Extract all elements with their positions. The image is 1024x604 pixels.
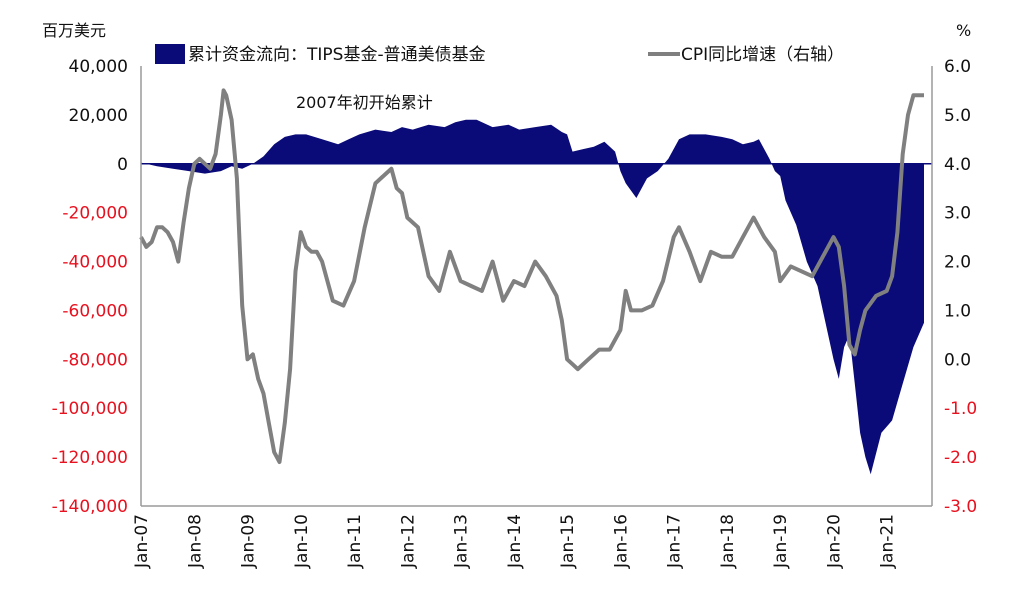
right-tick-label: -1.0 bbox=[944, 399, 977, 419]
right-tick-label: 0.0 bbox=[944, 350, 971, 370]
x-tick-label: Jan-12 bbox=[398, 514, 418, 569]
x-tick-label: Jan-10 bbox=[292, 514, 312, 569]
x-tick-label: Jan-08 bbox=[185, 514, 205, 569]
left-tick-label: -140,000 bbox=[52, 497, 128, 517]
left-tick-labels: 40,000 20,000 0 -20,000 -40,000 -60,000 -80,00… bbox=[52, 57, 128, 517]
left-tick-label: 40,000 bbox=[69, 57, 128, 77]
left-tick-label: -40,000 bbox=[62, 253, 128, 273]
x-tick-label: Jan-15 bbox=[558, 514, 578, 569]
legend-label-flow: 累计资金流向：TIPS基金-普通美债基金 bbox=[188, 45, 486, 65]
x-tick-label: Jan-16 bbox=[611, 514, 631, 569]
x-tick-label: Jan-13 bbox=[452, 514, 472, 569]
annotation: 2007年初开始累计 bbox=[296, 93, 433, 112]
x-tick-label: Jan-20 bbox=[825, 514, 845, 569]
right-tick-label: -3.0 bbox=[944, 497, 977, 517]
left-tick-label: -120,000 bbox=[52, 448, 128, 468]
left-tick-label: -20,000 bbox=[62, 204, 128, 224]
right-tick-label: 5.0 bbox=[944, 106, 971, 126]
right-tick-label: 1.0 bbox=[944, 301, 971, 321]
x-tick-label: Jan-19 bbox=[771, 514, 791, 569]
left-tick-label: -60,000 bbox=[62, 301, 128, 321]
x-tick-label: Jan-18 bbox=[718, 514, 738, 569]
left-tick-label: -100,000 bbox=[52, 399, 128, 419]
right-tick-label: 4.0 bbox=[944, 155, 971, 175]
x-tick-label: Jan-14 bbox=[505, 514, 525, 569]
left-tick-label: 20,000 bbox=[69, 106, 128, 126]
left-axis-unit: 百万美元 bbox=[42, 21, 106, 40]
x-tick-labels: Jan-07 Jan-08 Jan-09 Jan-10 Jan-11 Jan-12 Jan-… bbox=[132, 514, 898, 569]
right-axis-unit: % bbox=[956, 21, 971, 40]
x-tick-label: Jan-21 bbox=[878, 514, 898, 569]
x-tick-label: Jan-11 bbox=[345, 514, 365, 569]
flow-area-series bbox=[141, 119, 924, 475]
cpi-line-series bbox=[139, 88, 924, 464]
left-tick-label: 0 bbox=[117, 155, 128, 175]
right-tick-label: 6.0 bbox=[944, 57, 971, 77]
legend-label-cpi: CPI同比增速（右轴） bbox=[681, 45, 844, 65]
left-tick-label: -80,000 bbox=[62, 350, 128, 370]
right-tick-labels: 6.0 5.0 4.0 3.0 2.0 1.0 0.0 -1.0 -2.0 -3.0 bbox=[944, 57, 977, 517]
x-tick-label: Jan-09 bbox=[239, 514, 259, 569]
x-tick-label: Jan-07 bbox=[132, 514, 152, 569]
right-tick-label: 3.0 bbox=[944, 204, 971, 224]
legend: 累计资金流向：TIPS基金-普通美债基金 CPI同比增速（右轴） bbox=[155, 44, 844, 65]
right-tick-label: 2.0 bbox=[944, 253, 971, 273]
x-tick-label: Jan-17 bbox=[665, 514, 685, 569]
right-tick-label: -2.0 bbox=[944, 448, 977, 468]
legend-swatch-flow bbox=[155, 44, 185, 64]
